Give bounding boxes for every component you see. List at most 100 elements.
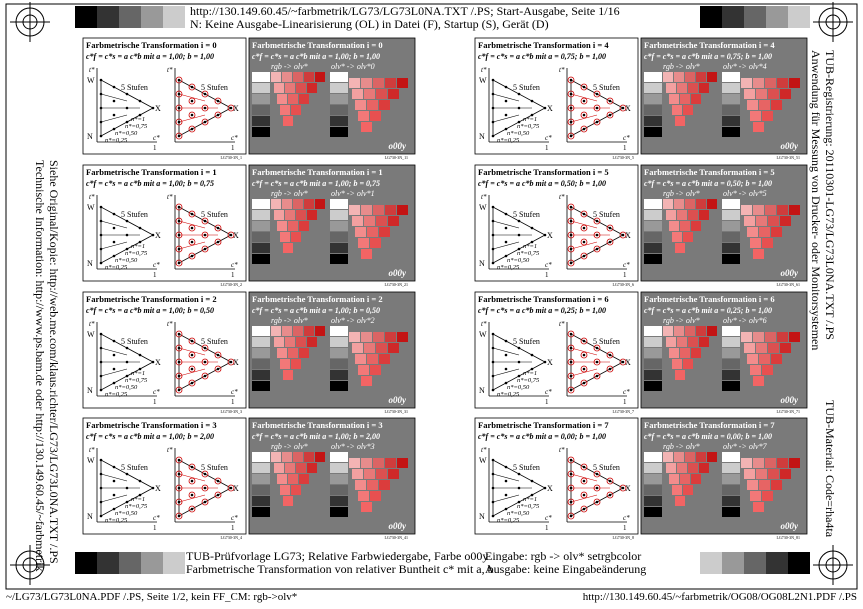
step-dot: [177, 500, 181, 504]
step-dot: [112, 127, 116, 131]
step-dot: [138, 226, 142, 230]
gray-cell: [330, 83, 348, 93]
gray-cell: [722, 127, 740, 137]
gray-cell: [644, 474, 662, 484]
color-label: o00y: [389, 141, 408, 151]
color-cell: [367, 227, 378, 237]
gray-cell: [252, 94, 270, 104]
color-cell: [789, 458, 800, 468]
header-line: N: Keine Ausgabe-Linearisierung (OL) in …: [190, 17, 549, 31]
side-text: Siehe Original/Kopie: http://web.me.com/…: [47, 160, 61, 564]
step-dot: [112, 212, 116, 216]
gray-cell: [252, 326, 270, 336]
panel-bg: [82, 164, 247, 282]
label: 1: [623, 524, 627, 532]
step-dot: [99, 388, 103, 392]
step-circle: [567, 118, 575, 126]
color-cell: [373, 78, 384, 88]
step-dot: [125, 500, 129, 504]
step-circle: [567, 456, 575, 464]
color-cell: [296, 83, 306, 93]
color-cell: [771, 227, 782, 237]
color-cell: [683, 359, 693, 369]
color-cell: [355, 100, 366, 110]
label: t*: [559, 66, 565, 74]
step-dot: [99, 458, 103, 462]
panel-bg: [474, 37, 639, 155]
color-cell: [280, 105, 290, 115]
transform-panel: Farbmetrische Transformation i = 6 c*f = …: [474, 291, 639, 414]
gray-cell: [722, 485, 740, 495]
color-cell: [283, 370, 293, 380]
step-dot: [504, 212, 508, 216]
color-cell: [762, 365, 773, 375]
gray-cell: [252, 72, 270, 82]
step-dot: [99, 346, 103, 350]
step-dot: [608, 240, 612, 244]
gray-cell: [644, 72, 662, 82]
color-cell: [307, 463, 317, 473]
gray-cell: [644, 507, 662, 517]
label: 1: [545, 271, 549, 279]
gray-cell: [330, 359, 348, 369]
color-cell: [707, 326, 717, 336]
color-cell: [685, 72, 695, 82]
label: N: [479, 386, 485, 395]
label: X: [155, 104, 161, 113]
color-cell: [397, 332, 408, 342]
label: olv* -> olv*0: [331, 62, 375, 71]
step-dot: [177, 219, 181, 223]
gray-cell: [722, 243, 740, 253]
label: n*=0,25: [497, 517, 520, 524]
step-circle: [567, 484, 575, 492]
code: LG730-3N_6: [612, 282, 634, 287]
step-dot: [177, 360, 181, 364]
step-dot: [216, 479, 220, 483]
step-circle: [188, 477, 196, 485]
step-dot: [582, 85, 586, 89]
step-circle: [227, 484, 235, 492]
panel-title: Farbmetrische Transformation i = 5: [644, 167, 775, 177]
color-cell: [672, 359, 682, 369]
step-circle: [606, 351, 614, 359]
step-dot: [491, 219, 495, 223]
step-circle: [175, 484, 183, 492]
step-dot: [517, 346, 521, 350]
label: n*=1: [131, 243, 145, 250]
step-dot: [504, 127, 508, 131]
gray-cell: [252, 474, 270, 484]
step-line: [100, 494, 128, 503]
step-dot: [229, 486, 233, 490]
color-cell: [291, 359, 301, 369]
step-dot: [99, 106, 103, 110]
label: 1: [153, 524, 157, 532]
step-line: [178, 368, 206, 377]
color-cell: [376, 343, 387, 353]
label: 5 Stufen: [513, 210, 540, 219]
gray-cell: [252, 381, 270, 391]
step-dot: [125, 92, 129, 96]
step-line: [570, 220, 598, 229]
step-circle: [175, 456, 183, 464]
color-cell: [753, 78, 764, 88]
color-cell: [741, 78, 752, 88]
step-dot: [99, 205, 103, 209]
step-circle: [580, 83, 588, 91]
step-dot: [190, 85, 194, 89]
step-circle: [580, 337, 588, 345]
step-dot: [99, 233, 103, 237]
step-line: [570, 114, 598, 123]
label: c*: [623, 514, 630, 522]
label: rgb -> olv*: [663, 316, 700, 325]
color-cell: [299, 221, 309, 231]
color-cell: [283, 243, 293, 253]
step-dot: [543, 233, 547, 237]
label: W: [479, 456, 487, 465]
label: 5 Stufen: [513, 337, 540, 346]
step-dot: [595, 374, 599, 378]
panel-formula: c*f = c*s = a c*b mit a = 1,00; b = 1,00: [252, 52, 380, 61]
gray-cell: [330, 463, 348, 473]
label: n*=0,50: [115, 384, 138, 391]
step-circle: [567, 498, 575, 506]
step-circle: [188, 224, 196, 232]
